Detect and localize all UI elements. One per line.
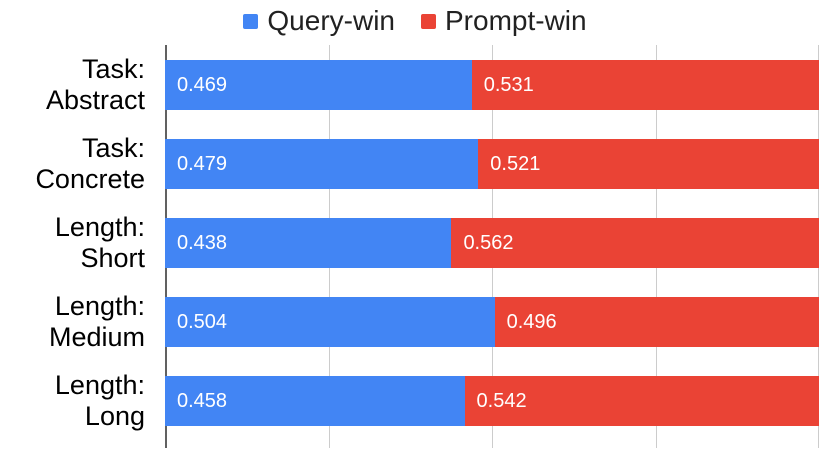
bar-row: 0.504 0.496: [165, 296, 819, 347]
bar-segment-prompt-win: 0.531: [471, 59, 819, 110]
bar-band: 0.438 0.562: [165, 203, 819, 282]
bar-band: 0.458 0.542: [165, 361, 819, 440]
legend-item: Query-win: [243, 7, 395, 35]
value-label: 0.542: [476, 389, 527, 412]
category-label: Length: Long: [54, 370, 145, 431]
bar-segment-prompt-win: 0.542: [464, 375, 819, 426]
category-label: Task: Abstract: [45, 54, 145, 115]
bar-segment-query-win: 0.479: [165, 138, 479, 189]
bar-band: 0.479 0.521: [165, 124, 819, 203]
bar-segment-query-win: 0.438: [165, 217, 452, 268]
axis-ticks: [165, 440, 819, 448]
legend: Query-win Prompt-win: [0, 2, 830, 40]
value-label: 0.438: [177, 231, 228, 254]
category-label: Length: Short: [54, 212, 145, 273]
bar-rows: 0.469 0.531 0.479 0.521 0.438 0.562 0.504 0.496…: [165, 45, 819, 440]
legend-label: Prompt-win: [445, 5, 587, 36]
category-label: Length: Medium: [48, 291, 145, 352]
bar-segment-prompt-win: 0.496: [494, 296, 819, 347]
bar-segment-prompt-win: 0.562: [451, 217, 819, 268]
bar-segment-query-win: 0.458: [165, 375, 465, 426]
bar-segment-prompt-win: 0.521: [478, 138, 819, 189]
tick-mark: [492, 440, 493, 448]
bar-band: 0.504 0.496: [165, 282, 819, 361]
value-label: 0.531: [483, 73, 534, 96]
bar-row: 0.469 0.531: [165, 59, 819, 110]
value-label: 0.562: [463, 231, 514, 254]
legend-swatch-icon: [243, 13, 259, 29]
bar-segment-query-win: 0.469: [165, 59, 472, 110]
value-label: 0.479: [177, 152, 228, 175]
category-labels: Task: Abstract Task: Concrete Length: Shor…: [0, 45, 152, 440]
legend-swatch-icon: [421, 13, 436, 29]
tick-mark: [328, 440, 330, 448]
bar-row: 0.458 0.542: [165, 375, 819, 426]
value-label: 0.458: [177, 389, 228, 412]
bar-row: 0.479 0.521: [165, 138, 819, 189]
category-label: Task: Concrete: [35, 133, 145, 194]
tick-mark: [165, 440, 167, 448]
legend-label: Query-win: [267, 5, 395, 36]
tick-mark: [818, 440, 819, 448]
tick-mark: [655, 440, 657, 448]
bar-row: 0.438 0.562: [165, 217, 819, 268]
value-label: 0.496: [506, 310, 557, 333]
value-label: 0.521: [490, 152, 541, 175]
plot-area: 0.469 0.531 0.479 0.521 0.438 0.562 0.504 0.496…: [165, 45, 819, 440]
value-label: 0.504: [177, 310, 228, 333]
bar-segment-query-win: 0.504: [165, 296, 495, 347]
value-label: 0.469: [177, 73, 228, 96]
legend-item: Prompt-win: [421, 7, 587, 35]
bar-band: 0.469 0.531: [165, 45, 819, 124]
